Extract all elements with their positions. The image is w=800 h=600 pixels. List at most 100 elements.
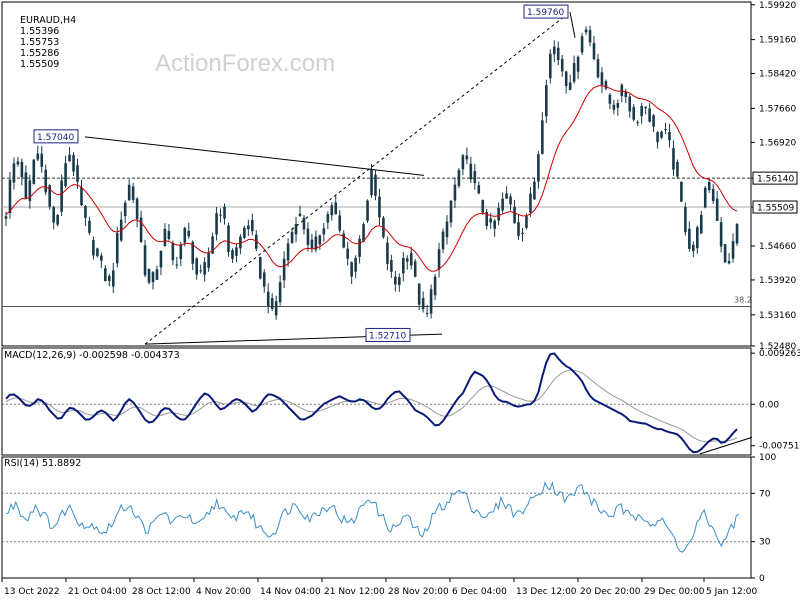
price-candle-body bbox=[48, 185, 52, 207]
price-candle-body bbox=[107, 275, 111, 282]
price-candle-body bbox=[231, 250, 234, 259]
price-candle-body bbox=[703, 187, 707, 208]
price-candle-body bbox=[425, 312, 429, 314]
rsi-line bbox=[5, 480, 739, 553]
price-candle-body bbox=[537, 154, 540, 182]
price-candle-body bbox=[548, 53, 552, 79]
macd-header: MACD(12,26,9) -0.002598 -0.004373 bbox=[4, 350, 180, 361]
price-candle-body bbox=[4, 216, 8, 219]
price-candle-body bbox=[334, 202, 338, 215]
price-candle-body bbox=[12, 163, 16, 183]
price-candle-body bbox=[270, 298, 274, 309]
price-candle-body bbox=[195, 258, 199, 275]
annotation-box bbox=[523, 4, 569, 19]
price-candle-body bbox=[457, 170, 461, 186]
price-candle-body bbox=[306, 228, 310, 246]
header-close: 1.55509 bbox=[20, 59, 60, 70]
price-candle-body bbox=[386, 242, 389, 264]
price-candle-body bbox=[88, 220, 91, 233]
price-candle-body bbox=[179, 244, 183, 260]
price-candle-body bbox=[592, 43, 596, 60]
price-candle-body bbox=[342, 233, 346, 248]
price-candle-body bbox=[449, 200, 453, 223]
upper-trendline bbox=[84, 136, 425, 176]
price-box-label: 1.56140 bbox=[757, 175, 794, 185]
price-candle-body bbox=[624, 92, 628, 98]
price-candle-body bbox=[354, 257, 357, 272]
price-candle-body bbox=[350, 262, 353, 277]
price-candle-body bbox=[421, 298, 425, 310]
price-axis-label: 1.53920 bbox=[759, 276, 796, 286]
price-candle-body bbox=[676, 162, 679, 177]
price-candle-body bbox=[203, 262, 206, 275]
price-candle-body bbox=[608, 94, 612, 104]
macd-axis-label: 0.009263 bbox=[759, 349, 800, 359]
price-candle-body bbox=[533, 181, 536, 200]
price-candle-body bbox=[187, 230, 191, 237]
price-candle-body bbox=[715, 198, 719, 222]
price-candle-body bbox=[219, 214, 222, 216]
price-candle-body bbox=[36, 153, 40, 160]
price-candle-body bbox=[620, 84, 624, 96]
price-candle-body bbox=[258, 257, 262, 279]
price-candle-body bbox=[692, 244, 695, 251]
price-candle-body bbox=[489, 218, 493, 223]
price-candle-body bbox=[147, 269, 151, 283]
price-candle-body bbox=[552, 46, 556, 55]
peak-tick bbox=[569, 11, 576, 38]
header-high: 1.55753 bbox=[20, 37, 60, 48]
price-candle-body bbox=[262, 272, 266, 287]
annotation-label: 1.59760 bbox=[527, 8, 564, 18]
price-candle-body bbox=[501, 198, 504, 211]
price-candle-body bbox=[616, 103, 620, 108]
price-candle-body bbox=[227, 225, 230, 252]
price-candle-body bbox=[688, 228, 691, 249]
price-candle-body bbox=[207, 253, 210, 268]
x-axis-label: 21 Nov 12:00 bbox=[324, 587, 385, 597]
price-candle-body bbox=[660, 131, 663, 138]
price-candle-body bbox=[123, 202, 127, 217]
price-candle-body bbox=[282, 258, 286, 281]
price-candle-body bbox=[290, 232, 294, 243]
price-candle-body bbox=[215, 213, 218, 235]
price-candle-body bbox=[453, 184, 457, 201]
macd-axis-label: -0.007517 bbox=[759, 442, 800, 452]
price-axis-label: 1.53160 bbox=[759, 311, 796, 321]
price-candle-body bbox=[576, 56, 580, 72]
price-candle-body bbox=[251, 220, 254, 232]
price-candle-body bbox=[318, 235, 322, 245]
x-axis-label: 13 Oct 2022 bbox=[4, 587, 60, 597]
macd-axis-label: 0.00 bbox=[759, 400, 779, 410]
price-candle-body bbox=[366, 200, 369, 221]
price-candle-body bbox=[600, 72, 604, 86]
fibonacci-label: 38.2 bbox=[734, 296, 752, 305]
price-candle-body bbox=[731, 241, 735, 259]
x-axis-label: 4 Nov 20:00 bbox=[196, 587, 251, 597]
rsi-axis-label: 70 bbox=[759, 489, 771, 499]
moving-average-line bbox=[5, 85, 738, 272]
price-candle-body bbox=[60, 180, 63, 212]
price-box-label: 1.55509 bbox=[757, 204, 794, 214]
price-candle-body bbox=[92, 240, 95, 256]
price-candle-body bbox=[235, 247, 238, 256]
price-candle-body bbox=[628, 96, 632, 112]
annotation-box bbox=[365, 327, 411, 342]
price-candle-body bbox=[115, 233, 119, 264]
price-axis-label: 1.58420 bbox=[759, 70, 796, 80]
price-candle-body bbox=[604, 81, 608, 89]
annotation-box bbox=[33, 129, 79, 144]
rsi-panel-frame bbox=[1, 456, 752, 579]
price-candle-body bbox=[243, 227, 246, 238]
price-candle-body bbox=[735, 224, 739, 244]
price-panel-frame bbox=[1, 1, 752, 347]
price-candle-body bbox=[668, 131, 671, 141]
price-candle-body bbox=[596, 59, 600, 78]
price-candle-body bbox=[44, 169, 48, 193]
rsi-header: RSI(14) 51.8892 bbox=[4, 458, 82, 469]
price-candle-body bbox=[76, 165, 79, 182]
price-candle-body bbox=[707, 181, 711, 191]
price-candle-body bbox=[684, 206, 687, 233]
chart-header: EURAUD,H4 1.55396 1.55753 1.55286 1.5550… bbox=[14, 4, 76, 70]
header-open: 1.55396 bbox=[20, 26, 60, 37]
